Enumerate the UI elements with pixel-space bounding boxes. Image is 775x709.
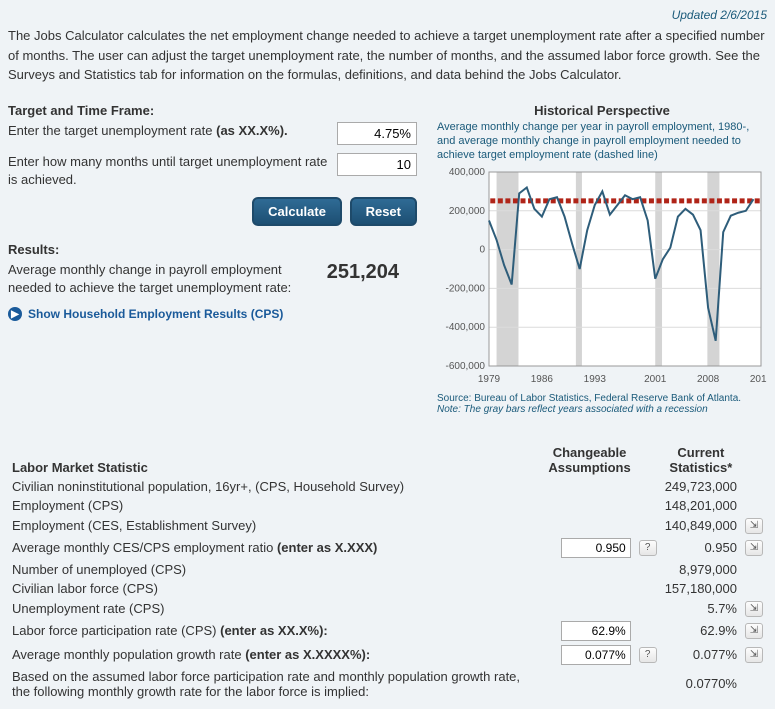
- chart-title: Historical Perspective: [437, 103, 767, 118]
- target-rate-input[interactable]: [337, 122, 417, 145]
- table-row: Average monthly population growth rate (…: [8, 643, 767, 667]
- help-icon[interactable]: ?: [639, 647, 657, 663]
- updated-date: Updated 2/6/2015: [8, 8, 767, 22]
- stat-label: Number of unemployed (CPS): [8, 560, 544, 579]
- stat-label: Unemployment rate (CPS): [8, 598, 544, 619]
- svg-text:1993: 1993: [584, 374, 607, 385]
- svg-text:-200,000: -200,000: [446, 284, 486, 295]
- external-icon[interactable]: ⇲: [745, 647, 763, 663]
- table-row: Civilian labor force (CPS) 157,180,000: [8, 579, 767, 598]
- table-row: Average monthly CES/CPS employment ratio…: [8, 536, 767, 560]
- external-icon[interactable]: ⇲: [745, 518, 763, 534]
- svg-text:200,000: 200,000: [449, 206, 486, 217]
- stat-label: Employment (CES, Establishment Survey): [8, 515, 544, 536]
- chart: 400,000 200,000 0 -200,000 -400,000 -600,000 1…: [437, 166, 767, 389]
- reset-button[interactable]: Reset: [350, 197, 417, 226]
- current-value: 148,201,000: [661, 496, 741, 515]
- chart-subtitle: Average monthly change per year in payro…: [437, 120, 767, 163]
- arrow-right-icon: ▶: [8, 307, 22, 321]
- results-heading: Results:: [8, 242, 417, 257]
- table-row: Labor force participation rate (CPS) (en…: [8, 619, 767, 643]
- external-icon[interactable]: ⇲: [745, 623, 763, 639]
- svg-text:0: 0: [479, 245, 485, 256]
- table-row: Employment (CES, Establishment Survey) 14…: [8, 515, 767, 536]
- calculate-button[interactable]: Calculate: [252, 197, 342, 226]
- stat-label: Civilian noninstitutional population, 16…: [8, 477, 544, 496]
- stat-label: Civilian labor force (CPS): [8, 579, 544, 598]
- svg-text:400,000: 400,000: [449, 167, 486, 178]
- svg-text:-400,000: -400,000: [446, 323, 486, 334]
- target-heading: Target and Time Frame:: [8, 103, 417, 118]
- assumption-input[interactable]: [561, 538, 631, 558]
- stat-label: Average monthly population growth rate (…: [8, 643, 544, 667]
- stat-label: Labor force participation rate (CPS) (en…: [8, 619, 544, 643]
- target-months-label: Enter how many months until target unemp…: [8, 153, 337, 189]
- help-icon[interactable]: ?: [639, 540, 657, 556]
- target-months-input[interactable]: [337, 153, 417, 176]
- table-row: Unemployment rate (CPS) 5.7%⇲: [8, 598, 767, 619]
- table-row: Based on the assumed labor force partici…: [8, 667, 767, 701]
- chart-note: Note: The gray bars reflect years associ…: [437, 404, 767, 415]
- svg-text:2008: 2008: [697, 374, 720, 385]
- current-value: 249,723,000: [661, 477, 741, 496]
- svg-text:1979: 1979: [478, 374, 501, 385]
- current-value: 0.077%: [661, 643, 741, 667]
- show-household-label: Show Household Employment Results (CPS): [28, 307, 283, 321]
- stat-label: Based on the assumed labor force partici…: [8, 667, 544, 701]
- stat-label: Average monthly CES/CPS employment ratio…: [8, 536, 544, 560]
- external-icon[interactable]: ⇲: [745, 601, 763, 617]
- show-household-link[interactable]: ▶ Show Household Employment Results (CPS…: [8, 307, 417, 321]
- svg-text:2015: 2015: [750, 374, 767, 385]
- table-row: Civilian noninstitutional population, 16…: [8, 477, 767, 496]
- svg-text:2001: 2001: [644, 374, 667, 385]
- results-value: 251,204: [327, 261, 417, 284]
- stats-head-current: CurrentStatistics*: [661, 443, 741, 477]
- intro-text: The Jobs Calculator calculates the net e…: [8, 26, 767, 85]
- current-value: 157,180,000: [661, 579, 741, 598]
- assumption-input[interactable]: [561, 621, 631, 641]
- stat-label: Employment (CPS): [8, 496, 544, 515]
- current-value: 0.950: [661, 536, 741, 560]
- stats-table: Labor Market Statistic ChangeableAssumpt…: [8, 443, 767, 700]
- stats-head-label: Labor Market Statistic: [8, 443, 544, 477]
- current-value: 62.9%: [661, 619, 741, 643]
- table-row: Number of unemployed (CPS) 8,979,000: [8, 560, 767, 579]
- current-value: 0.0770%: [661, 667, 741, 701]
- current-value: 140,849,000: [661, 515, 741, 536]
- current-value: 5.7%: [661, 598, 741, 619]
- external-icon[interactable]: ⇲: [745, 540, 763, 556]
- target-rate-label: Enter the target unemployment rate (as X…: [8, 122, 337, 140]
- chart-source: Source: Bureau of Labor Statistics, Fede…: [437, 393, 767, 404]
- svg-text:-600,000: -600,000: [446, 361, 486, 372]
- table-row: Employment (CPS) 148,201,000: [8, 496, 767, 515]
- svg-text:1986: 1986: [531, 374, 554, 385]
- results-label: Average monthly change in payroll employ…: [8, 261, 327, 297]
- stats-head-assump: ChangeableAssumptions: [544, 443, 634, 477]
- assumption-input[interactable]: [561, 645, 631, 665]
- current-value: 8,979,000: [661, 560, 741, 579]
